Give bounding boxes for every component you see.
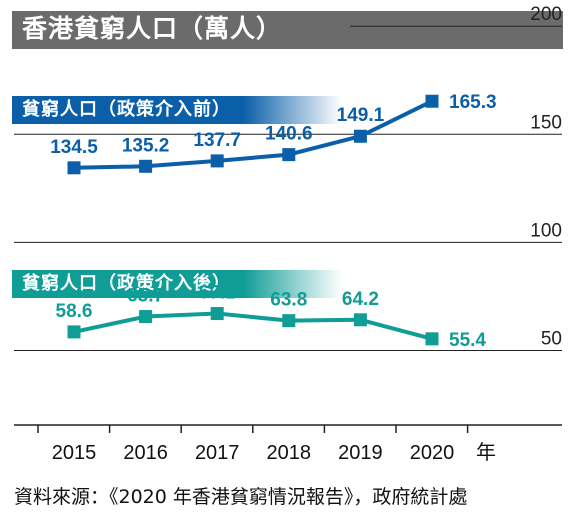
page-title: 香港貧窮人口（萬人）	[22, 14, 283, 43]
y-tick-label-150: 150	[530, 112, 562, 133]
y-tick-label-200: 200	[530, 4, 562, 25]
data-point-1-2016	[139, 310, 153, 324]
data-point-1-2020	[425, 332, 439, 346]
data-label-0-2019: 149.1	[337, 105, 385, 126]
source-note: 資料來源：《2020 年香港貧窮情況報告》，政府統計處	[14, 486, 468, 508]
series-band-after	[12, 270, 342, 298]
data-label-0-2018: 140.6	[265, 124, 313, 145]
series-line-0	[73, 99, 433, 170]
data-label-1-2016: 65.7	[127, 286, 164, 307]
x-tick-label-2018: 2018	[267, 442, 312, 464]
data-label-1-2018: 63.8	[270, 290, 307, 311]
data-point-0-2019	[353, 129, 367, 143]
data-point-0-2018	[282, 148, 296, 162]
data-point-1-2019	[353, 313, 367, 327]
series-band-before	[12, 96, 342, 124]
data-label-0-2015: 134.5	[50, 137, 98, 158]
x-tick-label-2017: 2017	[195, 442, 240, 464]
data-label-1-2019: 64.2	[342, 289, 379, 310]
data-point-0-2020	[425, 94, 439, 108]
data-label-1-2020: 55.4	[449, 330, 486, 351]
x-tick-label-2016: 2016	[123, 442, 168, 464]
x-tick-label-2015: 2015	[52, 442, 97, 464]
y-tick-label-100: 100	[530, 220, 562, 241]
data-point-0-2016	[139, 159, 153, 173]
x-axis-unit: 年	[476, 440, 496, 464]
data-point-0-2017	[210, 154, 224, 168]
x-tick-label-2020: 2020	[410, 442, 455, 464]
data-point-1-2018	[282, 314, 296, 328]
series-line-1	[73, 311, 433, 341]
data-label-1-2015: 58.6	[56, 301, 93, 322]
data-label-1-2017: 67.1	[199, 283, 236, 304]
data-label-0-2020: 165.3	[449, 92, 497, 113]
data-point-1-2015	[67, 325, 81, 339]
data-point-0-2015	[67, 161, 81, 175]
series-label-before: 貧窮人口（政策介入前）	[22, 99, 231, 120]
series-label-after: 貧窮人口（政策介入後）	[22, 273, 231, 294]
y-tick-label-50: 50	[541, 329, 562, 350]
data-label-0-2016: 135.2	[122, 135, 170, 156]
data-label-0-2017: 137.7	[193, 130, 241, 151]
title-bar	[12, 11, 563, 49]
data-point-1-2017	[210, 307, 224, 321]
x-tick-label-2019: 2019	[338, 442, 383, 464]
